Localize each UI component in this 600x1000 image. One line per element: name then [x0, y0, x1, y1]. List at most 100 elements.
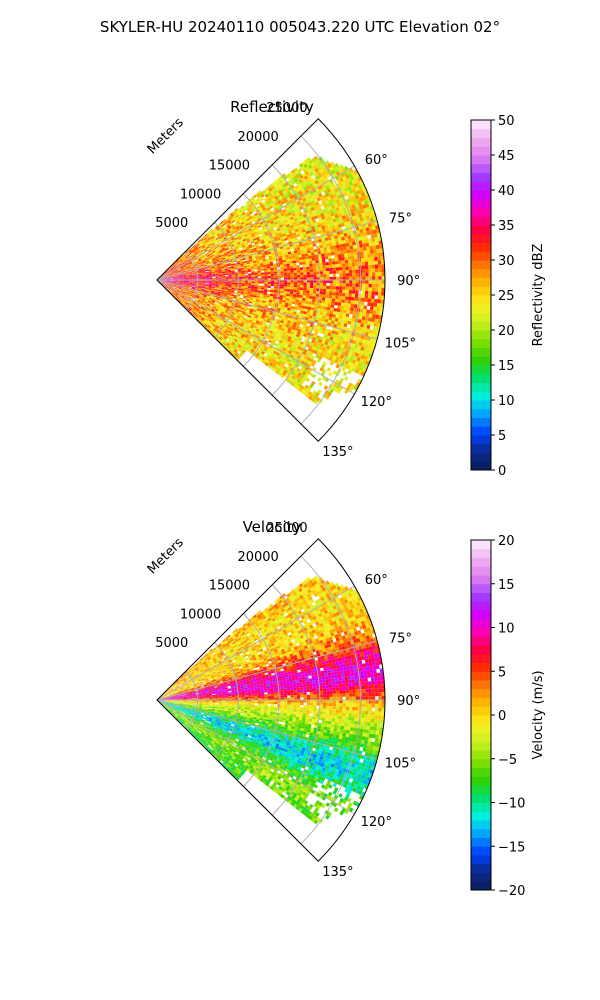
colorbar-tick-label: 20 — [498, 324, 515, 339]
colorbar-band — [471, 837, 491, 847]
velocity-grid — [156, 555, 385, 862]
angle-tick-label: 120° — [361, 395, 392, 410]
colorbar-band — [471, 680, 491, 690]
range-tick-label: 5000 — [155, 636, 188, 651]
colorbar-tick-label: 20 — [498, 534, 515, 549]
colorbar-tick-label: 50 — [498, 114, 515, 129]
colorbar-band — [471, 750, 491, 760]
colorbar-band — [471, 793, 491, 803]
reflectivity-colorbar: 0 5 10 15 20 25 30 35 40 45 50 Reflectivity dBZ — [470, 114, 546, 479]
colorbar-label: Velocity (m/s) — [531, 670, 546, 759]
colorbar-band — [471, 277, 491, 287]
colorbar-band — [471, 601, 491, 611]
angle-tick-label: 90° — [397, 694, 420, 709]
colorbar-band — [471, 146, 491, 156]
colorbar-band — [471, 295, 491, 305]
angle-tick-label: 105° — [385, 337, 416, 352]
colorbar-band — [471, 382, 491, 392]
colorbar-band — [471, 426, 491, 436]
colorbar-tick-label: 30 — [498, 254, 515, 269]
colorbar-tick-label: 10 — [498, 622, 515, 637]
colorbar-band — [471, 583, 491, 593]
colorbar-band — [471, 461, 491, 471]
colorbar-band — [471, 776, 491, 786]
azimuth-line — [156, 220, 378, 281]
colorbar-band — [471, 732, 491, 742]
colorbar-band — [471, 365, 491, 375]
range-axis-label: Meters — [145, 115, 187, 157]
colorbar-band — [471, 802, 491, 812]
colorbar-band — [471, 548, 491, 558]
colorbar-band — [471, 671, 491, 681]
colorbar-band — [471, 706, 491, 716]
colorbar-tick-label: 10 — [498, 394, 515, 409]
colorbar-band — [471, 356, 491, 366]
reflectivity-title: Reflectivity — [230, 98, 314, 116]
colorbar-tick-label: 0 — [498, 464, 506, 479]
colorbar-band — [471, 225, 491, 235]
angle-tick-label: 60° — [365, 153, 388, 168]
colorbar-band — [471, 636, 491, 646]
colorbar-band — [471, 251, 491, 261]
colorbar-band — [471, 767, 491, 777]
colorbar-tick-label: −10 — [498, 797, 525, 812]
colorbar-band — [471, 417, 491, 427]
colorbar-band — [471, 443, 491, 453]
figure-suptitle: SKYLER-HU 20240110 005043.220 UTC Elevat… — [100, 18, 500, 36]
colorbar-tick-label: 25 — [498, 289, 515, 304]
range-tick-label: 5000 — [155, 216, 188, 231]
reflectivity-panel: Reflectivity 60° 75° 90° 105° 120° 135° 5000 10… — [145, 98, 546, 479]
colorbar-band — [471, 627, 491, 637]
velocity-polar-plot: 60° 75° 90° 105° 120° 135° 5000 10000 15000 20000… — [145, 521, 420, 880]
colorbar-band — [471, 330, 491, 340]
colorbar-band — [471, 190, 491, 200]
colorbar-band — [471, 855, 491, 865]
colorbar-band — [471, 863, 491, 873]
colorbar-band — [471, 741, 491, 751]
colorbar-band — [471, 242, 491, 252]
range-axis-label: Meters — [145, 535, 187, 577]
range-tick-label: 20000 — [237, 130, 278, 145]
colorbar-band — [471, 715, 491, 725]
range-tick-label: 10000 — [180, 607, 221, 622]
colorbar-band — [471, 811, 491, 821]
colorbar-band — [471, 137, 491, 147]
angle-tick-label: 75° — [389, 631, 412, 646]
velocity-colorbar: −20 −15 −10 −5 0 5 10 15 20 Velocity (m/s) — [470, 534, 546, 899]
colorbar-band — [471, 391, 491, 401]
colorbar-band — [471, 575, 491, 585]
colorbar-band — [471, 540, 491, 550]
colorbar-band — [471, 128, 491, 138]
colorbar-band — [471, 216, 491, 226]
azimuth-line — [156, 585, 355, 701]
colorbar-label: Reflectivity dBZ — [531, 244, 546, 347]
colorbar-band — [471, 172, 491, 182]
colorbar-band — [471, 321, 491, 331]
azimuth-line — [156, 279, 378, 340]
colorbar-band — [471, 233, 491, 243]
azimuth-line — [156, 165, 355, 281]
colorbar-band — [471, 435, 491, 445]
colorbar-band — [471, 303, 491, 313]
sector-frame — [156, 118, 386, 442]
colorbar-band — [471, 618, 491, 628]
velocity-panel: Velocity 60° 75° 90° 105° 120° 135° 5000 10000 1… — [145, 518, 546, 899]
colorbar-tick-label: 40 — [498, 184, 515, 199]
colorbar-band — [471, 723, 491, 733]
reflectivity-grid — [156, 135, 385, 442]
reflectivity-field — [157, 155, 385, 405]
angle-tick-label: 120° — [361, 815, 392, 830]
colorbar-band — [471, 260, 491, 270]
colorbar-band — [471, 645, 491, 655]
range-tick-label: 10000 — [180, 187, 221, 202]
colorbar-band — [471, 846, 491, 856]
azimuth-line — [156, 279, 355, 395]
colorbar-tick-label: 15 — [498, 578, 515, 593]
angle-tick-label: 105° — [385, 757, 416, 772]
angle-tick-label: 60° — [365, 573, 388, 588]
colorbar-band — [471, 347, 491, 357]
colorbar-tick-label: −15 — [498, 840, 525, 855]
colorbar-band — [471, 881, 491, 891]
colorbar-band — [471, 338, 491, 348]
velocity-title: Velocity — [243, 518, 302, 536]
